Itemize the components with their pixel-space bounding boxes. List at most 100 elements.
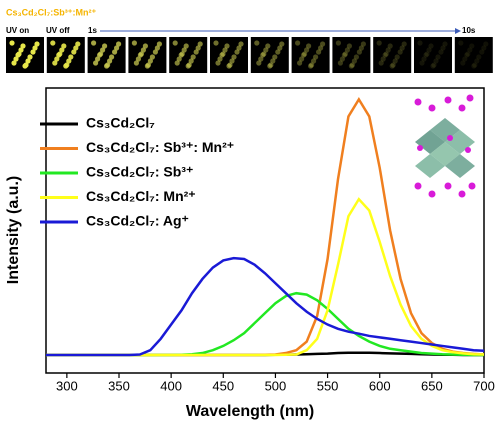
photo-crystal [378, 60, 384, 66]
photo-crystal [469, 43, 475, 49]
photo-crystal [156, 41, 162, 47]
photo-crystal [54, 56, 60, 62]
inset-title: Cs₃Cd₂Cl₇:Sb³⁺:Mn²⁺ [6, 7, 96, 17]
photo-crystal [428, 43, 434, 49]
photo-crystal [142, 43, 148, 49]
inset-label: UV off [46, 26, 70, 35]
photo-crystal [464, 52, 470, 58]
photo-crystal [301, 52, 307, 58]
photo-crystal [61, 43, 67, 49]
photo-crystal [59, 47, 65, 53]
photo-crystal [73, 45, 79, 51]
photo-crystal [483, 41, 489, 47]
photo-crystal [147, 58, 153, 64]
photo-crystal [66, 58, 72, 64]
photo-crystal [178, 52, 184, 58]
photo-crystal [75, 41, 81, 47]
photo-crystal [433, 58, 439, 64]
photo-frame [373, 37, 412, 73]
photo-crystal [9, 40, 15, 46]
photo-crystal [467, 47, 473, 53]
photo-crystal [270, 58, 276, 64]
photo-crystal [97, 52, 103, 58]
photo-crystal [346, 43, 352, 49]
photo-crystal [174, 60, 180, 66]
photo-crystal [15, 52, 21, 58]
photo-crystal [27, 54, 33, 60]
photo-crystal [430, 63, 436, 69]
photo-crystal [188, 58, 194, 64]
photo-crystal [100, 47, 106, 53]
photo-crystal [358, 45, 364, 51]
plot-frame [45, 87, 485, 374]
x-tick-label: 700 [473, 378, 495, 393]
photo-crystal [479, 49, 485, 55]
photo-crystal [229, 58, 235, 64]
photo-crystal [34, 41, 40, 47]
photo-crystal [318, 45, 324, 51]
photo-crystal [341, 52, 347, 58]
photo-crystal [50, 40, 56, 46]
photo-frame [332, 37, 371, 73]
photo-crystal [311, 58, 317, 64]
photo-crystal [236, 45, 242, 51]
photo-crystal [172, 40, 178, 46]
photo-crystal [380, 56, 386, 62]
photo-crystal [353, 54, 359, 60]
photo-crystal [279, 41, 285, 47]
photo-crystal [376, 40, 382, 46]
photo-crystal [471, 63, 477, 69]
legend-label: Cs₃Cd₂Cl₇: Sb³⁺ [86, 164, 193, 180]
photo-crystal [383, 51, 389, 57]
photo-crystal [390, 62, 396, 68]
photo-crystal [435, 54, 441, 60]
photo-crystal [309, 62, 315, 68]
photo-crystal [213, 40, 219, 46]
photo-crystal [385, 47, 391, 53]
photo-crystal [424, 51, 430, 57]
photo-crystal [348, 63, 354, 69]
y-axis-label: Intensity (a.u.) [5, 176, 22, 284]
photo-crystal [102, 43, 108, 49]
x-tick-label: 300 [56, 378, 78, 393]
photo-frame [291, 37, 330, 73]
photo-crystal [460, 60, 466, 66]
photo-crystal [190, 54, 196, 60]
photo-crystal [465, 51, 471, 57]
photo-crystal [263, 47, 269, 53]
photo-crystal [133, 60, 139, 66]
photo-crystal [261, 51, 267, 57]
photo-crystal [152, 49, 158, 55]
photo-crystal [476, 54, 482, 60]
photo-crystal [56, 52, 62, 58]
photo-crystal [474, 58, 480, 64]
photo-crystal [481, 45, 487, 51]
photo-crystal [462, 56, 468, 62]
photo-crystal [419, 60, 425, 66]
photo-crystal [185, 63, 191, 69]
photo-crystal [91, 40, 97, 46]
photo-crystal [256, 60, 262, 66]
photo-crystal [116, 41, 122, 47]
x-tick-label: 450 [212, 378, 234, 393]
photo-crystal [260, 52, 266, 58]
photo-crystal [349, 62, 355, 68]
photo-frame [250, 37, 289, 73]
photo-crystal [421, 56, 427, 62]
photo-crystal [114, 45, 120, 51]
photo-crystal [195, 45, 201, 51]
photo-crystal [344, 47, 350, 53]
photo-strip [6, 37, 493, 73]
photo-crystal [144, 63, 150, 69]
photo-crystal [423, 52, 429, 58]
photo-crystal [238, 41, 244, 47]
photo-crystal [104, 63, 110, 69]
photo-crystal [52, 60, 58, 66]
photo-crystal [11, 60, 17, 66]
photo-crystal [131, 40, 137, 46]
photo-crystal [335, 40, 341, 46]
photo-crystal [107, 58, 113, 64]
photo-crystal [356, 49, 362, 55]
